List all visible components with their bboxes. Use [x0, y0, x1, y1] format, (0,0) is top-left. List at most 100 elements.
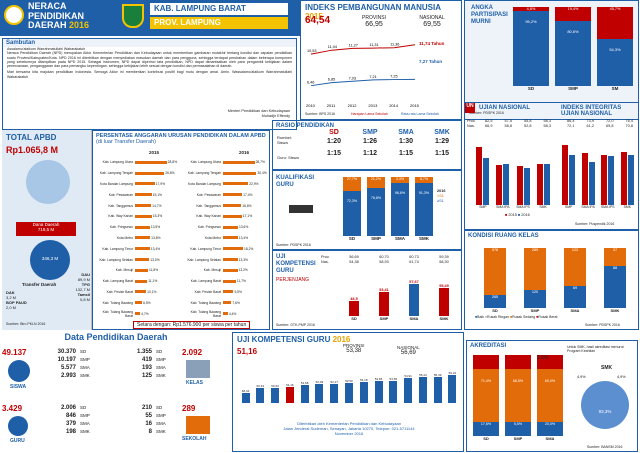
pers-row-value: 4,4%	[228, 311, 237, 316]
ukg-bars: 48,5 SD 53,41 SMP 57,67 SMA 55,49 SMK	[339, 269, 459, 321]
siswa-block: 49.137 SISWA 30.370 SD 10.197 SMP 5.577 SMA 2.…	[2, 348, 112, 398]
pers-row-value: 26,6%	[165, 171, 175, 176]
rasio-col: SMA 1:30 1:15	[389, 129, 423, 157]
pers-row-bar	[223, 193, 243, 197]
pers-row-bar	[223, 247, 244, 251]
ipm-prov: PROVINSI 66,95	[362, 15, 386, 28]
ipm-year-tick: 2013	[368, 103, 378, 108]
un-badge-icon: UN	[465, 103, 475, 113]
rasio-grid: SD 1:20 1:15 SMP 1:26 1:12 SMA 1:30 1:15 SMK 1:29 1…	[317, 129, 459, 157]
dpd-row: 379 SMA	[46, 420, 90, 428]
pers-row-value: 13,2%	[238, 268, 248, 273]
kond-stack: 289 120	[524, 248, 546, 308]
dpd-row-value: 210	[141, 405, 152, 411]
ukg-source: Sumber: GTK-PMP 2016	[276, 323, 315, 327]
kond-baik: 69	[564, 286, 586, 308]
ipm-year-tick: 2010	[306, 103, 316, 108]
kual-bar-bot: 72,3%	[343, 191, 361, 236]
transfer-label: Transfer Daerah	[22, 282, 57, 287]
pers-row: Kab. Tulang Bawang 7,6%	[183, 297, 269, 308]
dpd-row-value: 2.006	[60, 405, 76, 411]
ipm-hls-label: 10,53	[307, 49, 317, 53]
pers-row-bar	[135, 214, 152, 218]
dpd-row-value: 379	[65, 421, 76, 427]
akr-bar-c	[505, 355, 531, 370]
pers-row: Kab. Lampung Tengah 30,4%	[183, 168, 269, 179]
pers-row-value: 13,0%	[150, 257, 160, 262]
province-name: PROV. LAMPUNG	[150, 17, 288, 29]
ukg-bar-value: 57,67	[409, 280, 419, 285]
un-bar-group: SMP	[476, 147, 490, 209]
kond-bar: 123 69 SMA	[560, 243, 590, 313]
dpd-row: 16 SMA	[122, 420, 165, 428]
un-bar-2016	[523, 168, 530, 205]
pers-row: Kab. Pesawaran 17,4%	[183, 189, 269, 200]
ukd-footer: Diterbitkan oleh Kementerian Pendidikan …	[283, 421, 415, 436]
pers-row-bar	[135, 247, 150, 251]
sekolah-label: SEKOLAH	[182, 436, 207, 442]
dpd-row-label: SD	[156, 349, 163, 354]
ukd-bar-value: 52,09	[315, 380, 324, 385]
pers-row-value: 15,3%	[152, 214, 163, 219]
pers-row-label: Kab. Tanggamus	[196, 203, 221, 208]
kond-stack: 123 69	[564, 248, 586, 308]
ukd-bar-wrap: 53,65	[372, 377, 385, 403]
un-cell: 55,8 52,8	[524, 119, 531, 129]
kual-bars: 27,7% 72,3% SD 21,2% 78,8% SMP 3,4% 96,6% SMA 8,7…	[343, 177, 433, 241]
dpd-row: 5.577 SMA	[46, 364, 90, 372]
un-bar-label: SMK	[623, 205, 631, 209]
pers-row: Kota Bandar Lampung 22,9%	[183, 179, 269, 190]
akr-bar-b: 68,5%	[505, 369, 531, 422]
pers-row-label: Kab. Lampung Tengah	[187, 171, 221, 176]
sambutan-title: Sambutan	[3, 39, 296, 47]
dpd-row-label: SMK	[80, 373, 90, 378]
pers-row-label: Kab. Way Kanan	[196, 214, 221, 219]
apm-bar-value: 80,6%	[555, 20, 591, 86]
dpd-title: Data Pendidikan Daerah	[64, 332, 168, 342]
pers-row-bar	[223, 182, 249, 186]
pers-row: Kab. Pringsewu 13,5%	[95, 222, 181, 233]
ukd-prov: PROVINSI 53,38	[343, 343, 365, 354]
pers-row: Kab. Pringsewu 13,6%	[183, 222, 269, 233]
un-prov-val: 58,3	[543, 119, 551, 123]
kelas-list: 1.355 SD 419 SMP 193 SMA 125 SMK	[122, 348, 166, 380]
pers-row-label: Kab. Pesisir Barat	[106, 289, 133, 294]
ukd-bar-value: 56,24	[448, 370, 457, 375]
ukg-bar-value: 53,41	[379, 287, 389, 292]
akr-bar-label: SD	[483, 436, 489, 441]
rasio-cat: SMA	[398, 129, 414, 136]
un-bar-2016	[503, 163, 510, 205]
dpd-row-label: SD	[156, 405, 163, 410]
pers-row-value: 11,7%	[236, 279, 246, 284]
pers-row-label: Kota Metro	[116, 235, 133, 240]
pers-row-label: Kab. Pesisir Barat	[194, 289, 221, 294]
pers-row-bar	[223, 171, 257, 175]
signature-block: Menteri Pendidikan dan Kebudayaan Muhadj…	[228, 109, 290, 118]
pers-row-bar	[135, 204, 152, 208]
ukd-bar-wrap: 54,91	[402, 374, 415, 403]
ukd-bar-wrap: 48,42	[239, 389, 252, 403]
dpd-row: 55 SMP	[122, 412, 165, 420]
pers-row-label: Kota Metro	[204, 235, 221, 240]
ukd-bar-value: 55,49	[433, 372, 442, 377]
dak-bop: DAK 3,2 M BOP PAUD 2,0 M	[6, 290, 27, 310]
dpd-row-label: SD	[80, 405, 87, 410]
un-cell: 72,0 69,8	[606, 119, 613, 129]
pers-year-2016: 2016	[239, 150, 250, 155]
pers-row-bar	[223, 290, 234, 294]
dpd-row-label: SD	[80, 349, 87, 354]
ukg-panel: UJI KOMPETENSI GURU PERJENJANG Prov. Nas. 5…	[272, 250, 462, 330]
dpd-row: 10.197 SMP	[46, 356, 90, 364]
apm-bar: 45,7% 54,3% SM	[597, 7, 633, 91]
apm-bar-value: 95,2%	[513, 11, 549, 86]
pers-row: Kab. Pesawaran 15,1%	[95, 189, 181, 200]
rasio-cat: SMK	[434, 129, 450, 136]
pers-row: Kota Metro 13,8%	[95, 233, 181, 244]
ukg-bar-label: SMP	[379, 316, 389, 321]
apm-bar-label: SM	[611, 86, 619, 91]
siswa-label: SISWA	[10, 384, 27, 390]
pers-row-bar	[223, 279, 236, 283]
ukd-bar-value: 53,65	[389, 376, 398, 381]
sambutan-greeting: Assalamu'alaikum Warrahmatullahi Wabarak…	[7, 47, 86, 51]
kelas-block: 1.355 SD 419 SMP 193 SMA 125 SMK 2.092 KELAS	[122, 348, 230, 398]
